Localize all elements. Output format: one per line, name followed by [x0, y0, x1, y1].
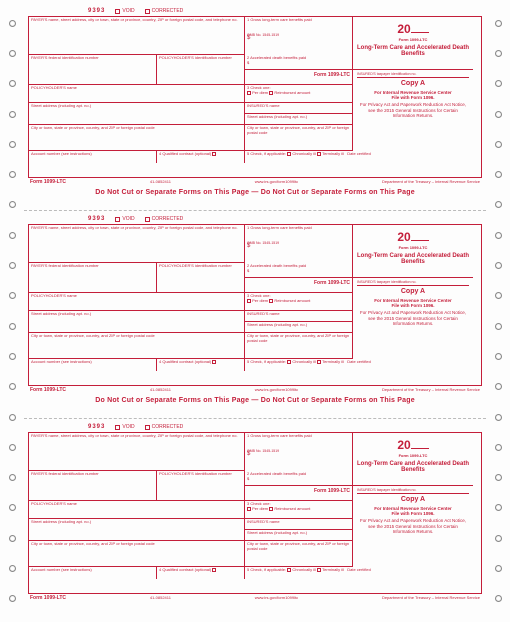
insured-street-field[interactable]: Street address (including apt. no.)	[245, 114, 353, 125]
void-checkbox[interactable]: VOID	[115, 8, 134, 14]
insured-name-field[interactable]: INSURED'S name	[245, 311, 353, 322]
form-1099-ltc-copy-2: 9393 VOID CORRECTED PAYER'S name, street…	[28, 216, 482, 411]
void-checkbox[interactable]: VOID	[115, 424, 134, 430]
policyholder-id-field[interactable]: POLICYHOLDER'S identification number	[157, 471, 245, 501]
street-field[interactable]: Street address (including apt. no.)	[29, 519, 245, 541]
box3-check-one[interactable]: 3 Check one: Per diem Reimbursed amount	[245, 293, 353, 311]
form-title: 20 Form 1099-LTC Long-Term Care and Acce…	[353, 433, 473, 486]
insured-street-field[interactable]: Street address (including apt. no.)	[245, 530, 353, 541]
payer-field[interactable]: PAYER'S name, street address, city or to…	[29, 225, 245, 263]
copy-a-block: INSURED'S taxpayer identification no. Co…	[353, 70, 473, 151]
copy-a-block: INSURED'S taxpayer identification no. Co…	[353, 278, 473, 359]
sprocket-holes-left	[2, 0, 22, 622]
payer-id-field[interactable]: PAYER'S federal identification number	[29, 471, 157, 501]
perforation-1	[24, 210, 486, 211]
policyholder-id-field[interactable]: POLICYHOLDER'S identification number	[157, 55, 245, 85]
corrected-checkbox[interactable]: CORRECTED	[145, 8, 184, 14]
box1-gross-ltc[interactable]: 1 Gross long-term care benefits paid $ O…	[245, 17, 353, 55]
payer-field[interactable]: PAYER'S name, street address, city or to…	[29, 433, 245, 471]
form-grid: PAYER'S name, street address, city or to…	[28, 16, 482, 178]
corrected-checkbox[interactable]: CORRECTED	[145, 216, 184, 222]
form-label: Form 1099-LTC	[245, 486, 353, 501]
account-number-field[interactable]: Account number (see instructions)	[29, 151, 157, 163]
box4-qualified[interactable]: 4 Qualified contract (optional)	[157, 151, 245, 163]
box1-gross-ltc[interactable]: 1 Gross long-term care benefits paid $ O…	[245, 433, 353, 471]
form-footer: Form 1099-LTC 41-0852411 www.irs.gov/for…	[28, 594, 482, 601]
account-number-field[interactable]: Account number (see instructions)	[29, 567, 157, 579]
void-checkbox[interactable]: VOID	[115, 216, 134, 222]
form-grid: PAYER'S name, street address, city or to…	[28, 224, 482, 386]
form-label: Form 1099-LTC	[245, 70, 353, 85]
box3-check-one[interactable]: 3 Check one: Per diem Reimbursed amount	[245, 85, 353, 103]
box2-accelerated[interactable]: 2 Accelerated death benefits paid$	[245, 471, 353, 486]
form-title: 20 Form 1099-LTC Long-Term Care and Acce…	[353, 225, 473, 278]
payer-id-field[interactable]: PAYER'S federal identification number	[29, 263, 157, 293]
insured-name-field[interactable]: INSURED'S name	[245, 519, 353, 530]
city-field[interactable]: City or town, state or province, country…	[29, 125, 245, 151]
topbar: 9393 VOID CORRECTED	[28, 216, 482, 222]
separator-text: Do Not Cut or Separate Forms on This Pag…	[28, 397, 482, 404]
form-code: 9393	[88, 216, 105, 222]
perforation-2	[24, 418, 486, 419]
payer-field[interactable]: PAYER'S name, street address, city or to…	[29, 17, 245, 55]
separator-text: Do Not Cut or Separate Forms on This Pag…	[28, 189, 482, 196]
box1-gross-ltc[interactable]: 1 Gross long-term care benefits paid $ O…	[245, 225, 353, 263]
payer-id-field[interactable]: PAYER'S federal identification number	[29, 55, 157, 85]
box5-checks[interactable]: 5 Check, if applicable: Chronically ill …	[245, 359, 473, 371]
box4-qualified[interactable]: 4 Qualified contract (optional)	[157, 359, 245, 371]
form-code: 9393	[88, 424, 105, 430]
form-code: 9393	[88, 8, 105, 14]
street-field[interactable]: Street address (including apt. no.)	[29, 103, 245, 125]
policyholder-id-field[interactable]: POLICYHOLDER'S identification number	[157, 263, 245, 293]
insured-city-field[interactable]: City or town, state or province, country…	[245, 541, 353, 567]
box2-accelerated[interactable]: 2 Accelerated death benefits paid$	[245, 55, 353, 70]
form-title: 20 Form 1099-LTC Long-Term Care and Acce…	[353, 17, 473, 70]
insured-street-field[interactable]: Street address (including apt. no.)	[245, 322, 353, 333]
insured-city-field[interactable]: City or town, state or province, country…	[245, 333, 353, 359]
box5-checks[interactable]: 5 Check, if applicable: Chronically ill …	[245, 567, 473, 579]
box3-check-one[interactable]: 3 Check one: Per diem Reimbursed amount	[245, 501, 353, 519]
form-footer: Form 1099-LTC 41-0852411 www.irs.gov/for…	[28, 178, 482, 185]
form-1099-ltc-copy-1: 9393 VOID CORRECTED PAYER'S name, street…	[28, 8, 482, 203]
policyholder-name-field[interactable]: POLICYHOLDER'S name	[29, 85, 245, 103]
form-grid: PAYER'S name, street address, city or to…	[28, 432, 482, 594]
insured-name-field[interactable]: INSURED'S name	[245, 103, 353, 114]
city-field[interactable]: City or town, state or province, country…	[29, 541, 245, 567]
form-label: Form 1099-LTC	[245, 278, 353, 293]
topbar: 9393 VOID CORRECTED	[28, 424, 482, 430]
insured-city-field[interactable]: City or town, state or province, country…	[245, 125, 353, 151]
copy-a-block: INSURED'S taxpayer identification no. Co…	[353, 486, 473, 567]
street-field[interactable]: Street address (including apt. no.)	[29, 311, 245, 333]
corrected-checkbox[interactable]: CORRECTED	[145, 424, 184, 430]
box2-accelerated[interactable]: 2 Accelerated death benefits paid$	[245, 263, 353, 278]
sprocket-holes-right	[488, 0, 508, 622]
policyholder-name-field[interactable]: POLICYHOLDER'S name	[29, 501, 245, 519]
form-1099-ltc-copy-3: 9393 VOID CORRECTED PAYER'S name, street…	[28, 424, 482, 619]
topbar: 9393 VOID CORRECTED	[28, 8, 482, 14]
city-field[interactable]: City or town, state or province, country…	[29, 333, 245, 359]
box5-checks[interactable]: 5 Check, if applicable: Chronically ill …	[245, 151, 473, 163]
box4-qualified[interactable]: 4 Qualified contract (optional)	[157, 567, 245, 579]
account-number-field[interactable]: Account number (see instructions)	[29, 359, 157, 371]
policyholder-name-field[interactable]: POLICYHOLDER'S name	[29, 293, 245, 311]
form-footer: Form 1099-LTC 41-0852411 www.irs.gov/for…	[28, 386, 482, 393]
